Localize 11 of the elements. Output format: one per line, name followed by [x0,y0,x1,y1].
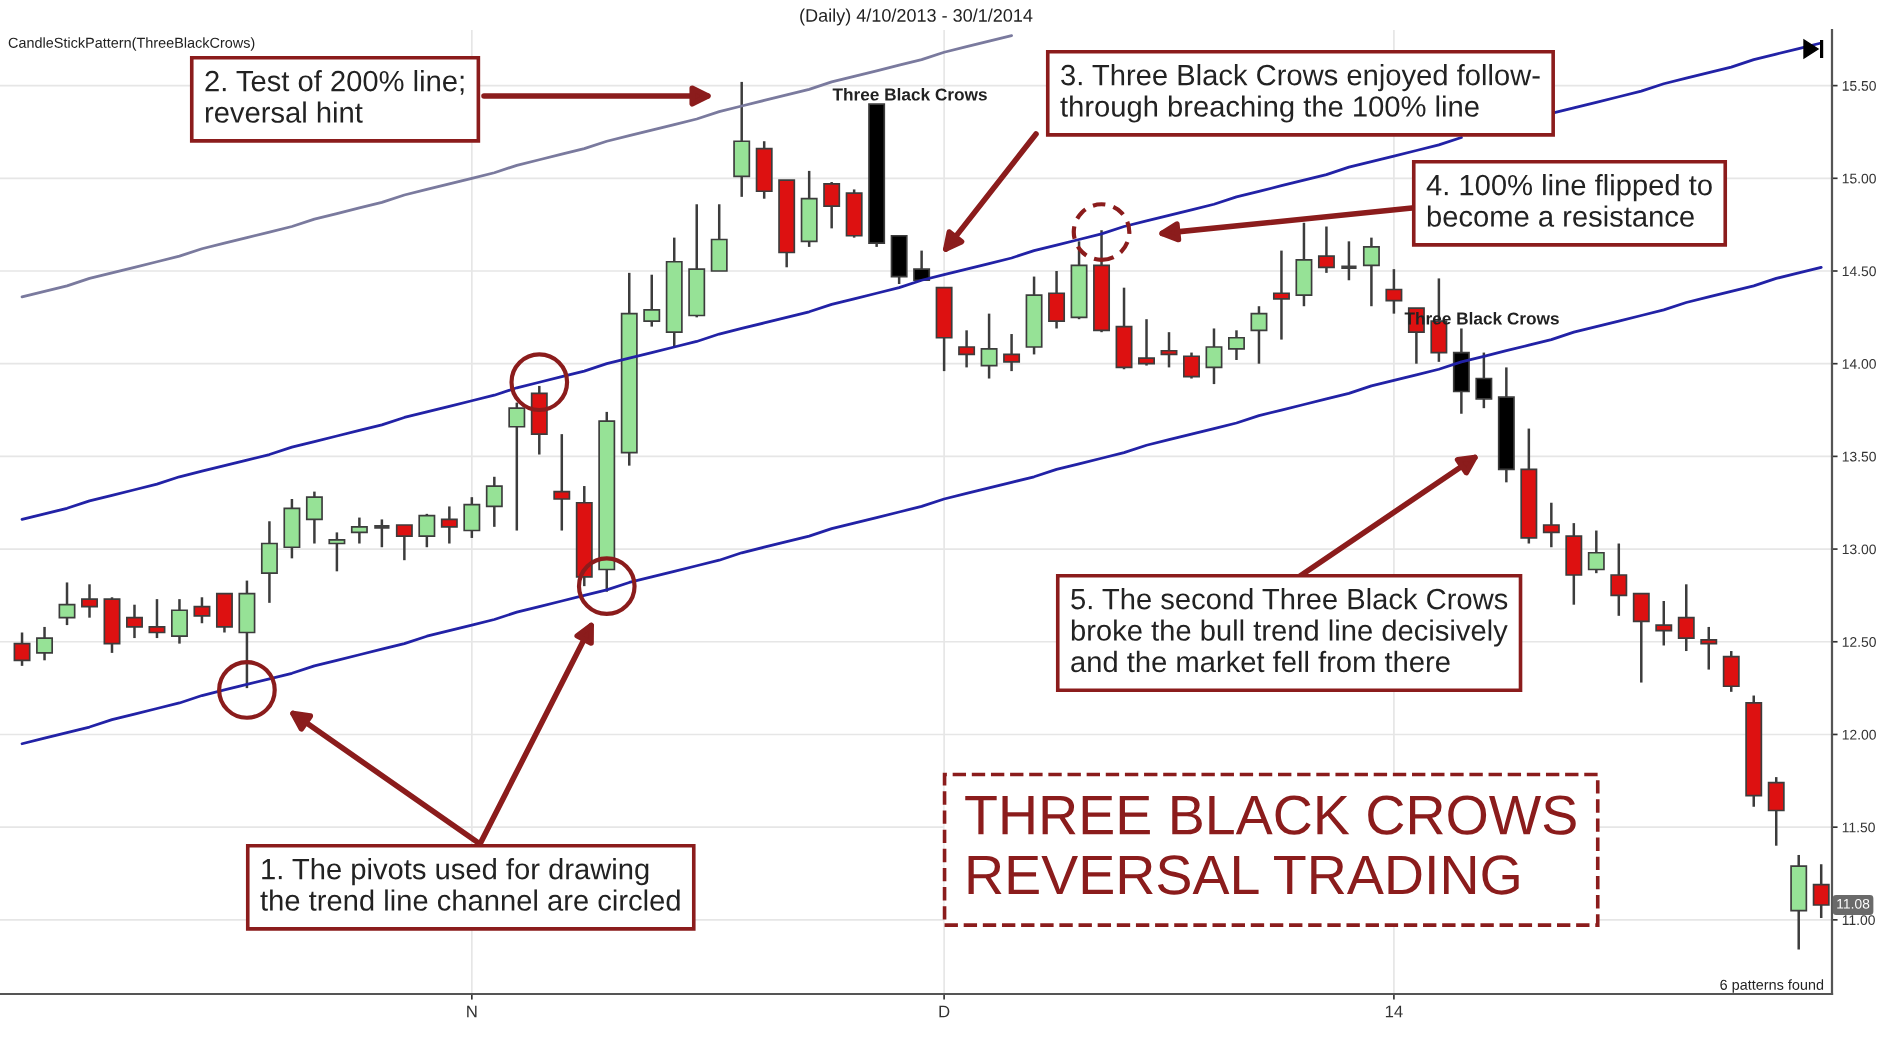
annotation: 1. The pivots used for drawing the trend line channel are circled [260,858,680,911]
annotation: THREE BLACK CROWS REVERSAL TRADING [965,795,1576,895]
annotation: 4. 100% line flipped to become a resistance [1426,174,1712,227]
annotation: 3. Three Black Crows enjoyed follow- through breaching the 100% line [1060,64,1540,123]
annotation: 5. The second Three Black Crows broke the bull trend line decisively and the market fell from there [1071,588,1508,673]
x-tick-label: 14 [1385,1005,1403,1018]
x-tick-label: D [939,1005,950,1018]
annotation: Three Black Crows [832,87,987,101]
chart-title: (Daily) 4/10/2013 - 30/1/2014 [800,8,1033,26]
annotation: 2. Test of 200% line; reversal hint [205,70,464,123]
x-tick-label: N [467,1005,477,1018]
